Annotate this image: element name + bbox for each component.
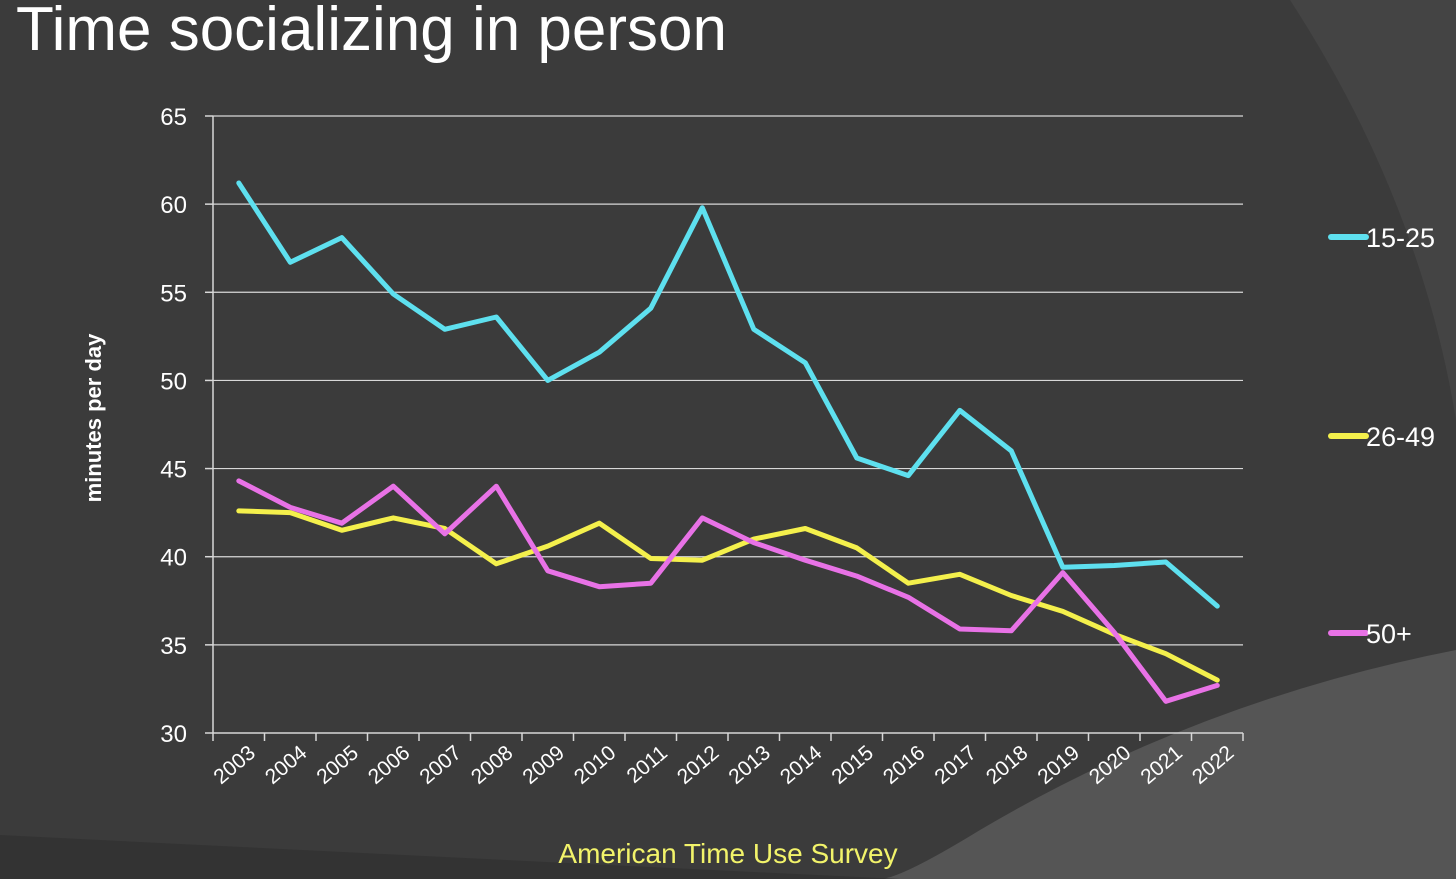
legend: 15-25 26-49 50+ [1328, 223, 1435, 649]
x-tick-label: 2004 [261, 741, 312, 789]
y-tick-label: 45 [160, 457, 187, 484]
legend-label: 26-49 [1366, 422, 1435, 452]
legend-item-50+: 50+ [1328, 619, 1412, 649]
x-tick-label: 2008 [467, 741, 518, 789]
x-tick-label: 2019 [1033, 741, 1084, 789]
x-tick-label: 2009 [518, 741, 569, 789]
series-line-26-49 [236, 508, 1220, 683]
y-tick-label: 50 [160, 368, 187, 395]
x-tick-label: 2010 [570, 741, 621, 789]
x-tick-label: 2021 [1136, 741, 1187, 789]
x-tick-label: 2015 [827, 741, 878, 789]
y-tick-label: 35 [160, 633, 187, 660]
y-tick-label: 40 [160, 545, 187, 572]
x-tick-label: 2005 [312, 741, 363, 789]
x-tick-label: 2006 [364, 741, 415, 789]
x-tick-label: 2022 [1188, 741, 1239, 789]
series-lines [236, 180, 1220, 704]
y-axis-label: minutes per day [81, 333, 106, 502]
x-tick-label: 2013 [724, 741, 775, 789]
gridlines [213, 115, 1243, 646]
x-tick-label: 2011 [623, 741, 672, 788]
x-tick-label: 2016 [879, 741, 930, 789]
x-tick-label: 2020 [1085, 741, 1136, 789]
y-tick-label: 55 [160, 280, 187, 307]
x-tick-labels: 2003 2004 2005 2006 2007 2008 2009 2010 2011 2012… [209, 741, 1238, 789]
legend-item-15-25: 15-25 [1328, 223, 1435, 253]
x-tick-label: 2017 [930, 741, 981, 789]
series-line-15-25 [236, 180, 1220, 609]
x-tick-label: 2007 [415, 741, 466, 789]
x-tick-label: 2012 [673, 741, 724, 789]
axes [205, 115, 1244, 741]
source-note: American Time Use Survey [558, 838, 898, 869]
page-title: Time socializing in person [16, 0, 728, 64]
x-tick-label: 2014 [776, 741, 827, 789]
y-tick-label: 60 [160, 192, 187, 219]
legend-item-26-49: 26-49 [1328, 422, 1435, 452]
y-tick-label: 30 [160, 721, 187, 748]
y-tick-label: 65 [160, 104, 187, 131]
legend-label: 15-25 [1366, 223, 1435, 253]
legend-label: 50+ [1366, 619, 1412, 649]
series-line-50+ [236, 478, 1220, 704]
y-tick-labels: 30 35 40 45 50 55 60 65 [160, 104, 187, 748]
x-tick-label: 2018 [982, 741, 1033, 789]
x-tick-label: 2003 [209, 741, 260, 789]
